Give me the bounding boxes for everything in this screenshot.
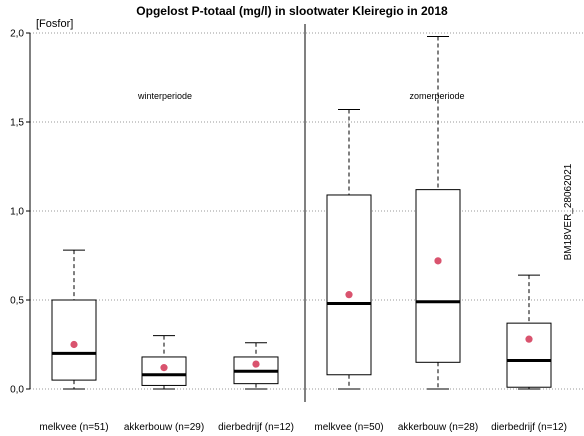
mean-point-2 [252,360,260,368]
period-label-0: winterperiode [137,91,192,101]
period-labels: winterperiode zomerperiode [137,91,465,101]
box-group-3 [326,109,372,390]
category-label-4: akkerbouw (n=28) [398,422,478,433]
category-label-1: akkerbouw (n=29) [124,422,204,433]
y-axis: 0,0 0,5 1,0 1,5 2,0 [10,29,31,396]
mean-point-3 [345,291,353,299]
category-label-2: dierbedrijf (n=12) [218,422,294,433]
box-group-4 [415,36,461,390]
category-label-3: melkvee (n=50) [314,422,383,433]
category-label-0: melkvee (n=51) [39,422,108,433]
category-labels: melkvee (n=51) akkerbouw (n=29) dierbedrij… [39,422,567,433]
box-group-1 [141,335,187,390]
box-series [51,36,552,390]
grid-lines [30,32,584,390]
y-unit-label: [Fosfor] [36,18,73,30]
period-label-1: zomerperiode [409,91,464,101]
y-tick-label-4: 2,0 [10,29,24,40]
box-group-0 [51,249,97,390]
box-0 [51,299,97,381]
side-code-label: BM18VER_28062021 [563,163,574,260]
category-label-5: dierbedrijf (n=12) [491,422,567,433]
mean-point-1 [160,364,168,372]
y-tick-label-3: 1,5 [10,118,24,129]
box-4 [415,189,461,363]
box-group-5 [506,274,552,390]
chart-title: Opgelost P-totaal (mg/l) in slootwater K… [136,4,448,18]
y-tick-label-2: 1,0 [10,207,24,218]
box-3 [326,194,372,376]
y-tick-label-0: 0,0 [10,385,24,396]
mean-point-0 [70,340,78,349]
box-5 [506,322,552,388]
box-group-2 [233,342,279,390]
mean-point-4 [434,257,442,265]
y-tick-label-1: 0,5 [10,296,24,307]
mean-point-5 [525,335,533,343]
